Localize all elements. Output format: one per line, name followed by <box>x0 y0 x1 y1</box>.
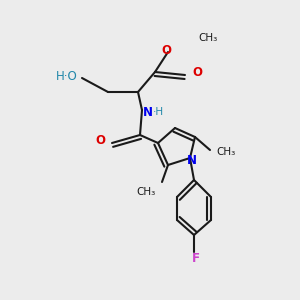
Text: N: N <box>143 106 153 118</box>
Text: CH₃: CH₃ <box>216 147 235 157</box>
Text: CH₃: CH₃ <box>137 187 156 197</box>
Text: O: O <box>161 44 171 56</box>
Text: O: O <box>95 134 105 148</box>
Text: F: F <box>192 251 200 265</box>
Text: N: N <box>187 154 197 166</box>
Text: ·H: ·H <box>152 107 164 117</box>
Text: H·O: H·O <box>56 70 78 83</box>
Text: CH₃: CH₃ <box>198 33 217 43</box>
Text: O: O <box>192 67 202 80</box>
